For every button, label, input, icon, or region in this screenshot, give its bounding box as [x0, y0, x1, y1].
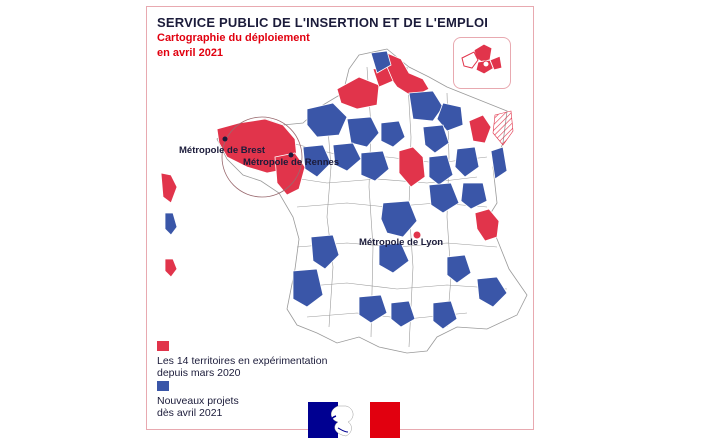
legend-blue-text: Nouveaux projets dès avril 2021 [157, 395, 239, 419]
brest-marker [222, 136, 228, 142]
blue-territory-marne [422, 124, 450, 154]
blue-territory-aisne [408, 90, 444, 122]
lyon-marker [413, 231, 421, 239]
paris-inset-map [461, 43, 503, 75]
blue-territory-aude [390, 300, 416, 328]
blue-territory-charente [310, 234, 340, 270]
blue-territory-haut-rhin [490, 146, 508, 180]
blue-territory-tarn [358, 294, 388, 324]
red-territory-seine-maritime [336, 76, 380, 110]
blue-territory-mayenne [302, 144, 332, 178]
blue-territories [164, 50, 508, 330]
red-territory-reunion [164, 258, 178, 278]
legend-blue-line2: dès avril 2021 [157, 407, 223, 419]
subtitle-line1: Cartographie du déploiement [157, 32, 310, 44]
rennes-marker [288, 152, 294, 158]
blue-territory-herault [432, 300, 458, 330]
subtitle-line2: en avril 2021 [157, 47, 224, 59]
blue-territory-loiret [360, 150, 390, 182]
blue-territory-aube [428, 154, 454, 186]
red-territory-guadeloupe [160, 172, 178, 204]
red-territory-yonne [398, 146, 426, 188]
label-rennes: Métropole de Rennes [243, 157, 340, 168]
hatched-territory [492, 110, 514, 146]
blue-territory-allier [380, 200, 418, 238]
red-territory-isere [474, 208, 500, 242]
legend-red-text: Les 14 territoires en expérimentation de… [157, 355, 327, 379]
label-brest: Métropole de Brest [179, 145, 266, 156]
legend-swatch-blue [157, 381, 169, 391]
metropole-zoom-circle [221, 116, 303, 198]
blue-territory-martinique [164, 212, 178, 236]
label-lyon: Métropole de Lyon [359, 237, 444, 248]
blue-territory-sarthe [332, 142, 362, 172]
france-map [160, 48, 528, 354]
red-territory-rennes [274, 152, 306, 196]
map-card: SERVICE PUBLIC DE L'INSERTION ET DE L'EM… [146, 6, 534, 430]
paris-inset [453, 37, 511, 89]
blue-territory-eure [346, 116, 380, 148]
red-territory-bas-rhin [468, 114, 492, 144]
marianne-logo-icon [308, 402, 400, 438]
blue-territory-cote-or [428, 182, 460, 214]
blue-territory-haute-marne [454, 146, 480, 178]
blue-territory-alpes [476, 276, 508, 308]
legend-blue-line1: Nouveaux projets [157, 395, 239, 407]
page-title: SERVICE PUBLIC DE L'INSERTION ET DE L'EM… [157, 15, 489, 30]
blue-territory-doubs [460, 182, 488, 210]
legend-red-line2: depuis mars 2020 [157, 367, 241, 379]
blue-territory-ardennes [436, 102, 464, 132]
blue-territory-drome [446, 254, 472, 284]
blue-territory-oise [380, 120, 406, 148]
blue-territory-gironde [292, 268, 324, 308]
blue-territory-calvados [306, 102, 348, 138]
red-territories [160, 52, 500, 278]
legend-red-line1: Les 14 territoires en expérimentation [157, 355, 328, 367]
blue-territory-pas-de-calais [370, 50, 392, 74]
legend-swatch-red [157, 341, 169, 351]
blue-territory-puy-de-dome [378, 242, 410, 274]
